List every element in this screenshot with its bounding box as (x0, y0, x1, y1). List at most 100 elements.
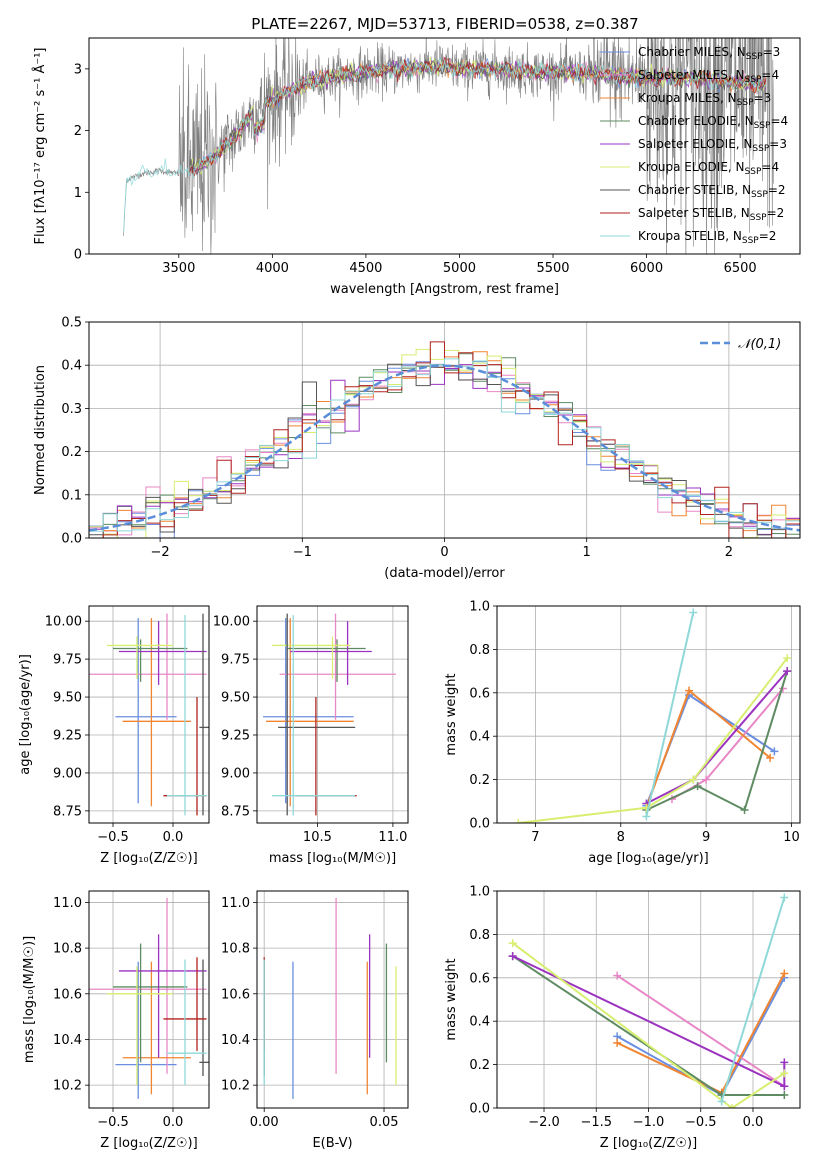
y-tick-label: 0.6 (469, 686, 490, 701)
legend-label: Chabrier MILES, NSSP=3 (638, 45, 780, 62)
weight-line (512, 942, 785, 1108)
x-tick-label: 2 (725, 545, 733, 560)
y-tick-label: 9.50 (53, 691, 82, 706)
axes-frame (88, 890, 210, 1109)
legend-tail: =2 (759, 229, 777, 243)
y-tick-label: 9.50 (221, 691, 250, 706)
legend-label: 𝒩(0,1) (738, 337, 781, 352)
weight-line (616, 974, 785, 1088)
x-tick-label: −0.5 (685, 1115, 717, 1130)
weight-marker (613, 1038, 622, 1047)
weight-marker (689, 775, 698, 784)
weight_vs_Z-plot-area (508, 893, 789, 1108)
legend-entry: Chabrier MILES, NSSP=3 (600, 45, 780, 62)
x-axis-label: Z [log₁₀(Z/Z☉)] (100, 1136, 197, 1151)
weight-marker (508, 952, 517, 961)
spectrum-panel: 3500 4000 4500 5000 5500 6000 6500 0 1 2 3 waveleng… (32, 37, 801, 297)
y-tick-label: 0.0 (469, 1102, 490, 1117)
x-tick-label: 0.00 (250, 1115, 279, 1130)
age_vs_mass-panel: 10.5 11.0 8.75 9.00 9.25 9.50 9.75 10.00 mass [l… (213, 605, 409, 866)
y-tick-label: 0.4 (469, 730, 490, 745)
weight-marker (780, 893, 789, 902)
y-axis-label: age [log₁₀(age/yr)] (18, 654, 33, 775)
x-tick-label: 6000 (630, 261, 663, 276)
y-axis-label: mass weight (444, 673, 459, 755)
y-tick-label: 0.3 (61, 402, 82, 417)
x-axis-label: E(B-V) (312, 1136, 352, 1151)
histogram-step (89, 341, 800, 538)
x-tick-label: 3500 (162, 261, 195, 276)
y-tick-label: 10.00 (213, 615, 250, 630)
weight-marker (717, 1097, 726, 1106)
weight-marker (689, 608, 698, 617)
spectrum-model-line (123, 57, 766, 233)
y-tick-label: 0.2 (61, 445, 82, 460)
weight-marker (693, 782, 702, 791)
weight-marker (766, 753, 775, 762)
mass_vs_Z-panel: −0.5 0.0 10.2 10.4 10.6 10.8 11.0 Z [log₁₀(Z/Z☉… (22, 890, 210, 1151)
x-tick-label: 10.5 (303, 830, 332, 845)
x-tick-label: −1 (293, 545, 312, 560)
x-axis-label: age [log₁₀(age/yr)] (588, 851, 709, 866)
figure-title: PLATE=2267, MJD=53713, FIBERID=0538, z=0… (251, 15, 638, 33)
y-tick-label: 0.4 (61, 359, 82, 374)
legend-tail: =2 (767, 206, 785, 220)
legend-subscript: SSP (737, 98, 754, 108)
weight-marker (770, 747, 779, 756)
axes-frame (496, 605, 801, 824)
y-axis-label: mass [log₁₀(M/M☉)] (22, 936, 37, 1063)
age_vs_Z-panel: −0.5 0.0 8.75 9.00 9.25 9.50 9.75 10.00 Z [log₁₀… (18, 605, 210, 866)
legend-subscript: SSP (751, 190, 768, 200)
y-tick-label: 0.2 (469, 773, 490, 788)
legend-subscript: SSP (746, 52, 763, 62)
x-axis-label: mass [log₁₀(M/M☉)] (269, 851, 396, 866)
weight-marker (685, 686, 694, 695)
y-tick-label: 2 (74, 124, 82, 139)
gaussian-curve (89, 364, 800, 532)
y-tick-label: 9.00 (221, 766, 250, 781)
legend-entry: Salpeter STELIB, NSSP=2 (600, 206, 784, 223)
weight-line (645, 670, 789, 812)
x-tick-label: −2 (151, 545, 170, 560)
histogram-plot-area (89, 341, 800, 538)
y-tick-label: 8.75 (53, 804, 82, 819)
mass_vs_ebv-panel: 0.00 0.05 10.2 10.4 10.6 10.8 11.0 E(B-V) (221, 890, 409, 1151)
legend-label: Salpeter ELODIE, NSSP=3 (638, 137, 787, 154)
x-tick-label: 0.05 (370, 1115, 399, 1130)
weight_vs_age-plot-area (514, 608, 792, 823)
y-tick-label: 0.0 (61, 532, 82, 547)
legend-entry: Kroupa ELODIE, NSSP=4 (600, 160, 779, 177)
axes-frame (88, 37, 801, 255)
y-tick-label: 9.25 (221, 728, 250, 743)
x-tick-label: −2.0 (528, 1115, 560, 1130)
legend-subscript: SSP (750, 213, 767, 223)
legend-entry: Salpeter ELODIE, NSSP=3 (600, 137, 787, 154)
axes-frame (88, 321, 801, 539)
y-tick-label: 3 (74, 62, 82, 77)
y-tick-label: 0.5 (61, 316, 82, 331)
legend-tail: =4 (770, 114, 788, 128)
legend-tail: =3 (763, 45, 781, 59)
weight-marker (783, 667, 792, 676)
weight-marker (702, 775, 711, 784)
y-tick-label: 0.1 (61, 488, 82, 503)
x-tick-label: 0 (440, 545, 448, 560)
x-tick-label: 0.0 (163, 1115, 184, 1130)
weight-marker (728, 1104, 737, 1108)
histogram-step (89, 364, 800, 535)
weight-marker (514, 819, 523, 823)
y-tick-label: 0 (74, 248, 82, 263)
weight-marker (783, 654, 792, 663)
y-tick-label: 1 (74, 186, 82, 201)
y-tick-label: 0.8 (469, 928, 490, 943)
weight-marker (780, 969, 789, 978)
legend-entry: Chabrier ELODIE, NSSP=4 (600, 114, 788, 131)
weight-marker (780, 1090, 789, 1099)
mass_vs_ebv-plot-area (263, 897, 397, 1099)
y-tick-label: 10.2 (221, 1079, 250, 1094)
axes-frame (256, 890, 409, 1109)
weight-marker (642, 812, 651, 821)
legend-tail: =3 (754, 91, 772, 105)
legend-entry: Kroupa STELIB, NSSP=2 (600, 229, 776, 246)
